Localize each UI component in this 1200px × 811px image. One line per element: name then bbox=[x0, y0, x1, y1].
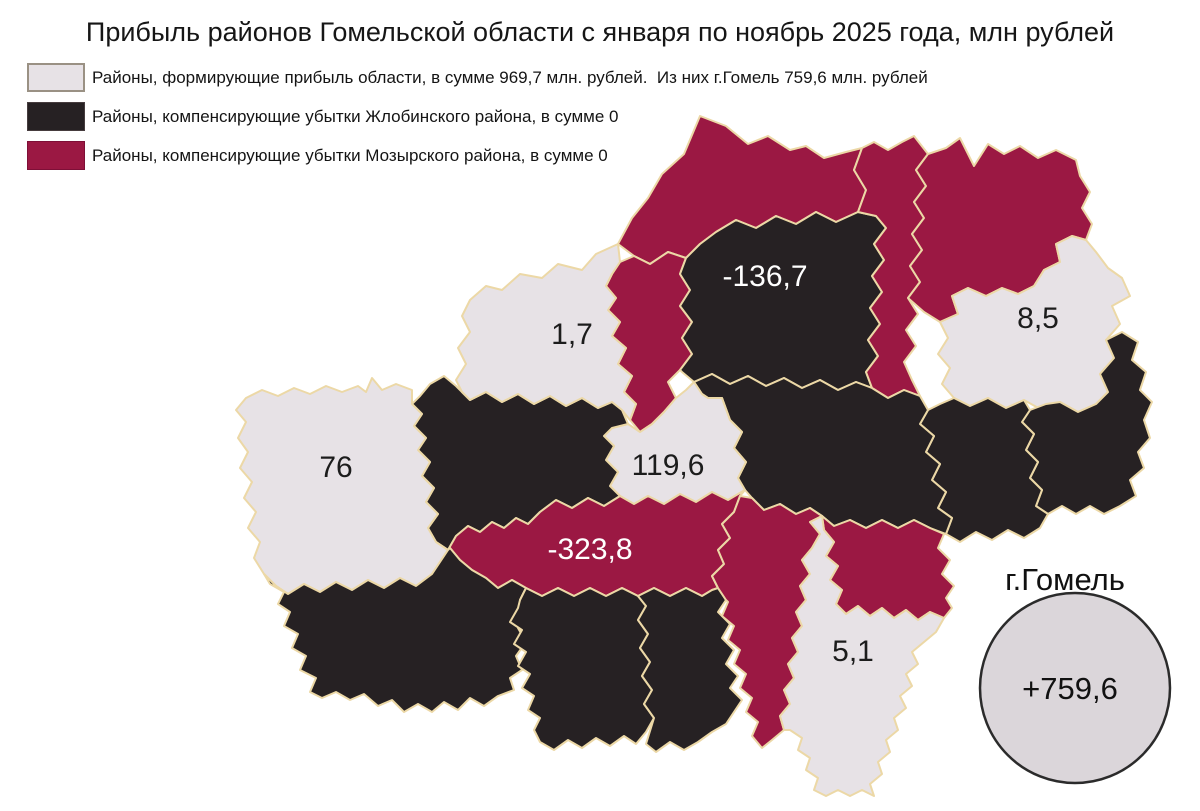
gomel-city-group: г.Гомель +759,6 bbox=[978, 562, 1172, 785]
district-value-labels: -136,7 1,7 8,5 76 119,6 -323,8 5,1 bbox=[319, 260, 1059, 668]
legend-label-zhlobin: Районы, компенсирующие убытки Жлобинског… bbox=[92, 106, 619, 126]
district-zhlobin-loss-136-7 bbox=[679, 211, 887, 391]
legend: Районы, формирующие прибыль области, в с… bbox=[27, 62, 928, 171]
legend-swatch-profit bbox=[27, 63, 85, 92]
district-black-southwest bbox=[263, 547, 529, 713]
gomel-city-circle bbox=[978, 591, 1172, 785]
gomel-city-value: +759,6 bbox=[1022, 671, 1118, 706]
district-value-label-76: 76 bbox=[319, 451, 352, 484]
district-value-label-mozyr: -323,8 bbox=[547, 533, 632, 566]
legend-swatch-mozyr bbox=[27, 141, 85, 170]
district-black-east bbox=[1021, 331, 1153, 515]
district-value-label-119-6: 119,6 bbox=[632, 449, 705, 482]
district-black-south-2 bbox=[637, 587, 743, 753]
district-profit-1-7 bbox=[455, 243, 637, 421]
legend-item-mozyr: Районы, компенсирующие убытки Мозырского… bbox=[27, 140, 928, 171]
legend-swatch-zhlobin bbox=[27, 102, 85, 131]
district-mozyr-south-finger-east bbox=[821, 515, 955, 621]
district-profit-76 bbox=[235, 377, 449, 595]
legend-label-mozyr: Районы, компенсирующие убытки Мозырского… bbox=[92, 145, 608, 165]
district-value-label-5-1: 5,1 bbox=[832, 635, 874, 668]
legend-item-zhlobin: Районы, компенсирующие убытки Жлобинског… bbox=[27, 101, 928, 132]
legend-item-profit: Районы, формирующие прибыль области, в с… bbox=[27, 62, 928, 93]
districts-layer bbox=[235, 115, 1153, 797]
district-value-label-8-5: 8,5 bbox=[1017, 302, 1059, 335]
page-title: Прибыль районов Гомельской области с янв… bbox=[85, 17, 1115, 47]
district-value-label-zhlobin: -136,7 bbox=[722, 260, 807, 293]
legend-label-profit: Районы, формирующие прибыль области, в с… bbox=[92, 67, 928, 87]
gomel-city-title: г.Гомель bbox=[1005, 562, 1125, 597]
district-black-south-1 bbox=[509, 587, 655, 751]
district-profit-5-1 bbox=[779, 515, 945, 797]
district-value-label-1-7: 1,7 bbox=[551, 318, 593, 351]
